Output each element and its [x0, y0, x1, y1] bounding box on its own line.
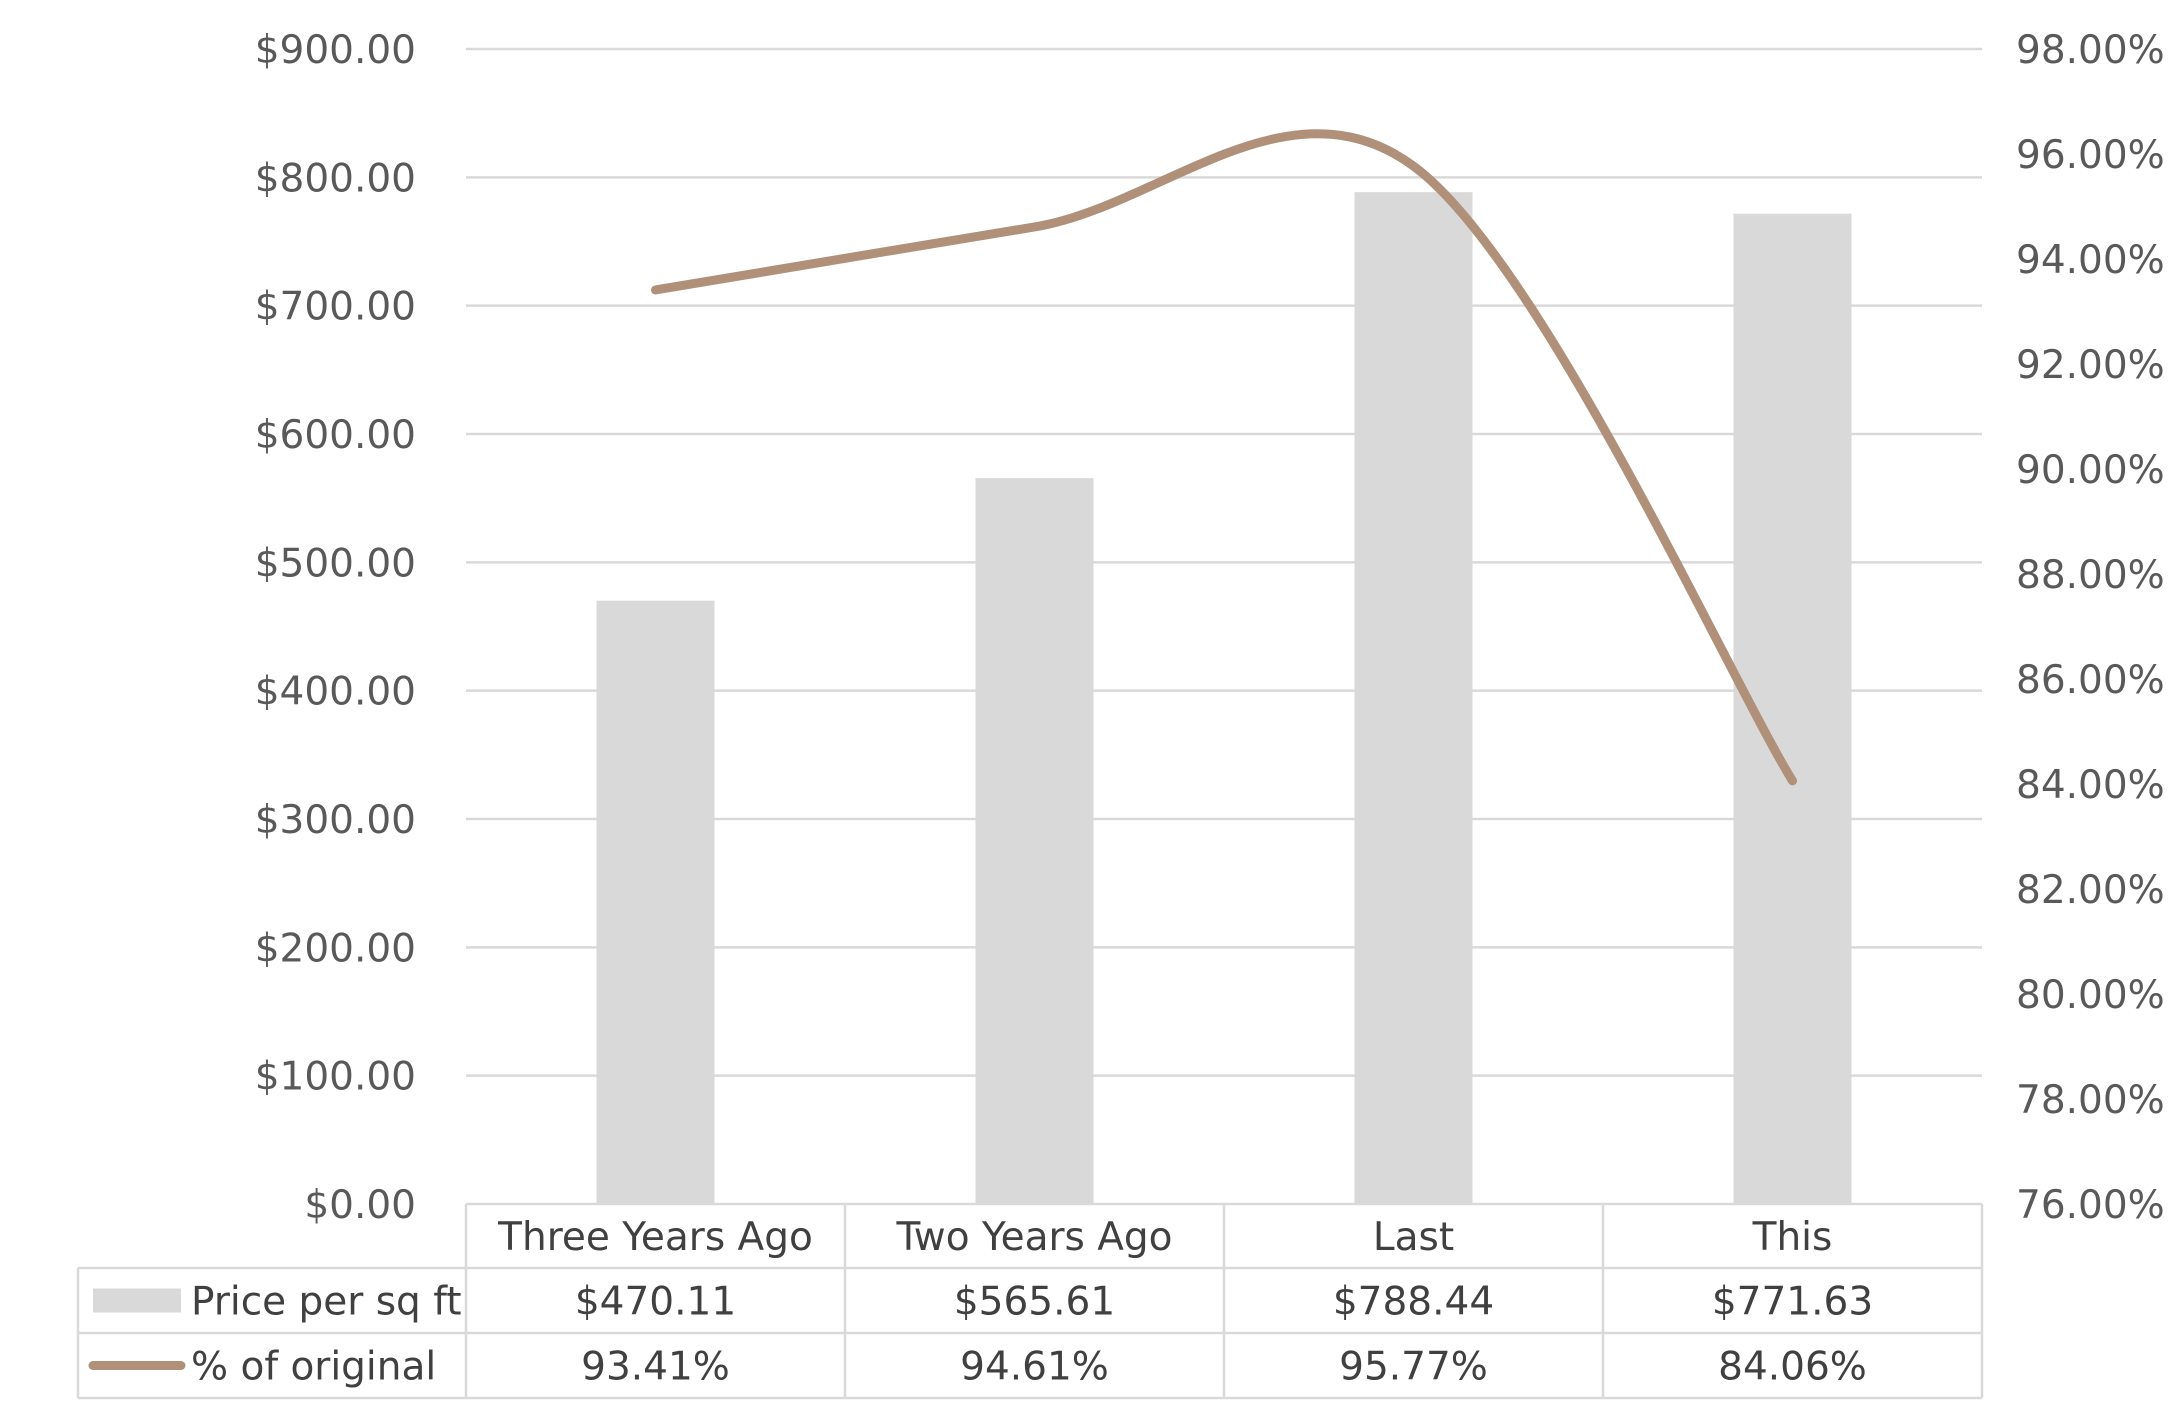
line-series-path [651, 129, 1797, 786]
bar [596, 600, 715, 1204]
left-tick-label: $0.00 [304, 1183, 416, 1228]
category-label: Two Years Ago [895, 1215, 1172, 1260]
table-cell: 94.61% [960, 1345, 1109, 1390]
data-table: Three Years Ago Two Years Ago Last This Pric… [76, 1202, 1984, 1400]
right-tick-label: 98.00% [2016, 28, 2165, 73]
table-cell: $771.63 [1712, 1280, 1873, 1325]
category-label: This [1752, 1215, 1833, 1260]
right-axis-labels: 76.00% 78.00% 80.00% 82.00% 84.00% 86.00% 88.0… [2016, 28, 2165, 1228]
table-cell: $470.11 [575, 1280, 736, 1325]
left-tick-label: $800.00 [255, 156, 416, 201]
left-tick-label: $600.00 [255, 413, 416, 458]
legend-key-bar [93, 1288, 181, 1313]
right-tick-label: 88.00% [2016, 553, 2165, 598]
line-series [651, 129, 1797, 786]
table-cell: $788.44 [1333, 1280, 1494, 1325]
left-tick-label: $900.00 [255, 28, 416, 73]
right-tick-label: 94.00% [2016, 238, 2165, 283]
left-tick-label: $400.00 [255, 670, 416, 715]
right-tick-label: 96.00% [2016, 133, 2165, 178]
table-cell: 84.06% [1718, 1345, 1867, 1390]
table-cell: $565.61 [954, 1280, 1115, 1325]
category-label: Three Years Ago [497, 1215, 813, 1260]
right-tick-label: 92.00% [2016, 343, 2165, 388]
bar-series [596, 192, 1852, 1205]
bar [1354, 192, 1473, 1204]
bar [975, 478, 1094, 1205]
right-tick-label: 84.00% [2016, 763, 2165, 808]
table-cell: 95.77% [1339, 1345, 1488, 1390]
legend-label: % of original [191, 1345, 436, 1390]
right-tick-label: 80.00% [2016, 973, 2165, 1018]
right-tick-label: 76.00% [2016, 1183, 2165, 1228]
left-tick-label: $300.00 [255, 798, 416, 843]
left-tick-label: $700.00 [255, 285, 416, 330]
right-tick-label: 82.00% [2016, 868, 2165, 913]
right-tick-label: 86.00% [2016, 658, 2165, 703]
left-tick-label: $500.00 [255, 541, 416, 586]
gridlines [466, 47, 1982, 1077]
right-tick-label: 90.00% [2016, 448, 2165, 493]
left-axis-labels: $0.00 $100.00 $200.00 $300.00 $400.00 $500.00… [255, 28, 416, 1228]
table-cell: 93.41% [581, 1345, 730, 1390]
left-tick-label: $200.00 [255, 926, 416, 971]
left-tick-label: $100.00 [255, 1055, 416, 1100]
legend-label: Price per sq ft [191, 1280, 462, 1325]
category-label: Last [1373, 1215, 1454, 1260]
right-tick-label: 78.00% [2016, 1078, 2165, 1123]
